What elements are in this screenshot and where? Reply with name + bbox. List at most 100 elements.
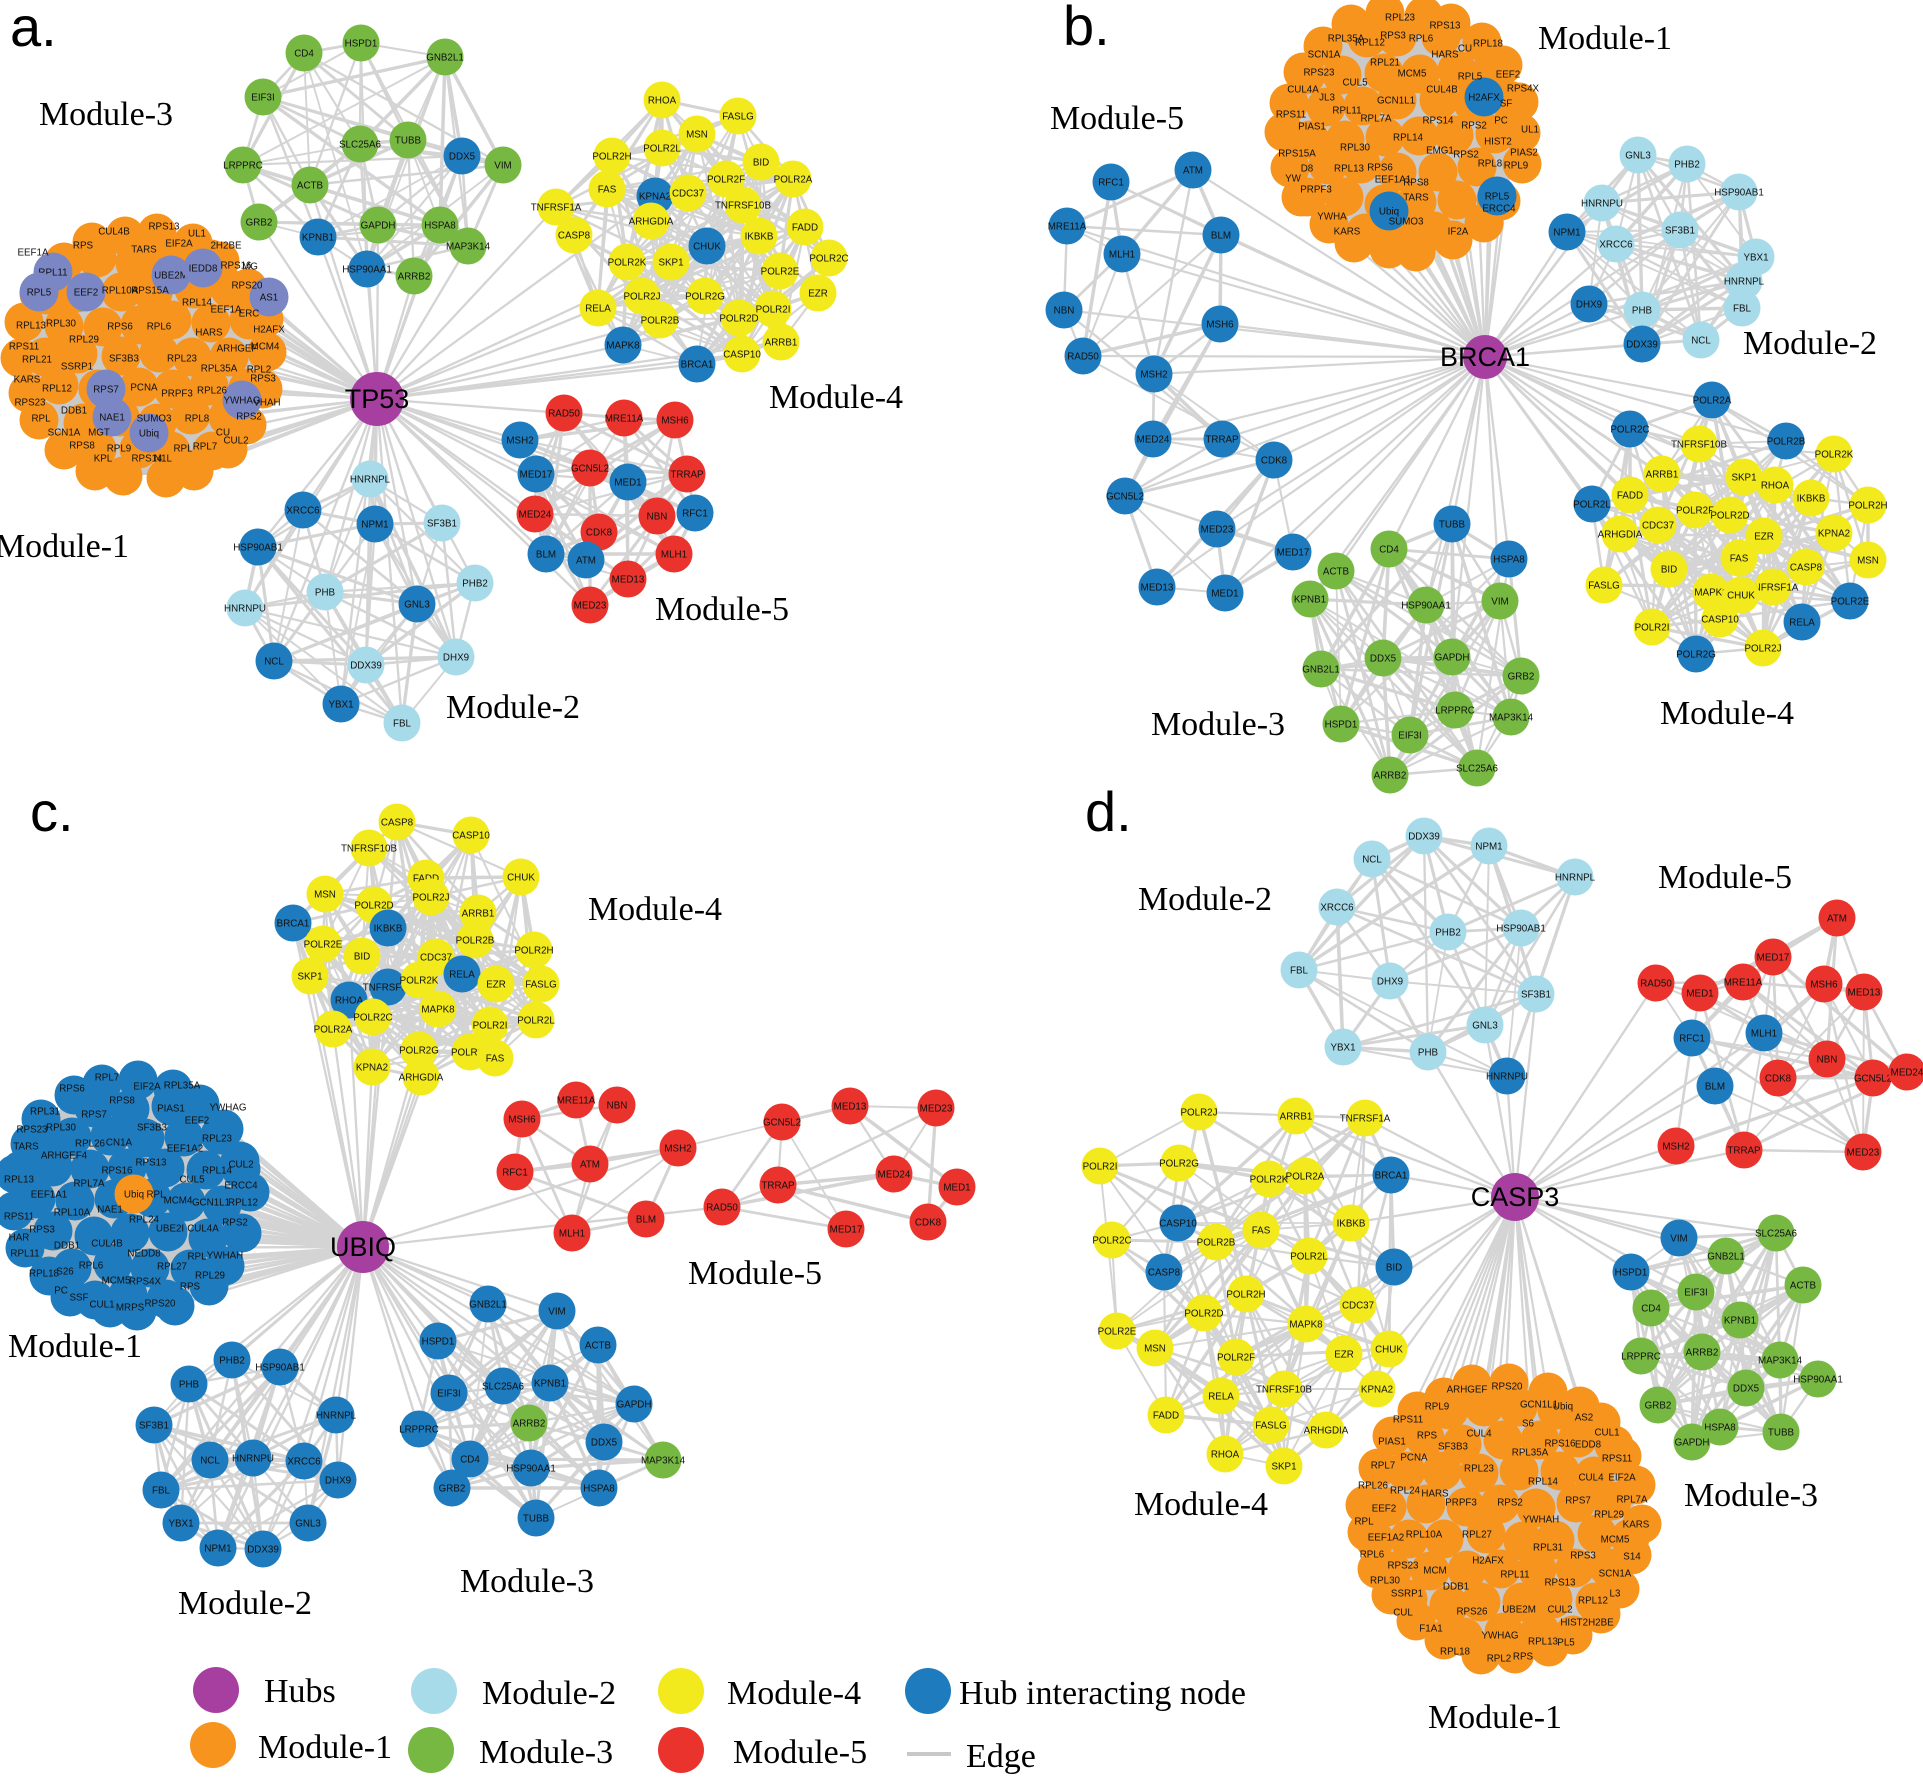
- svg-text:MED1: MED1: [1211, 589, 1238, 600]
- svg-text:RPS6: RPS6: [107, 322, 133, 333]
- svg-text:BLM: BLM: [1705, 1082, 1725, 1093]
- svg-text:GAPDH: GAPDH: [1675, 1438, 1710, 1449]
- svg-text:GNB2L1: GNB2L1: [469, 1300, 507, 1311]
- svg-text:VIM: VIM: [1670, 1234, 1687, 1245]
- svg-text:DDB1: DDB1: [61, 406, 87, 417]
- svg-text:GAPDH: GAPDH: [617, 1400, 652, 1411]
- svg-text:Module-4: Module-4: [769, 379, 903, 416]
- svg-text:POLR2F: POLR2F: [707, 175, 745, 186]
- svg-text:BID: BID: [1386, 1263, 1402, 1274]
- svg-text:RPL8: RPL8: [1478, 159, 1503, 170]
- svg-text:NBN: NBN: [1054, 306, 1075, 317]
- svg-text:CDK8: CDK8: [1261, 456, 1288, 467]
- svg-text:YWHAH: YWHAH: [207, 1251, 243, 1262]
- svg-text:RFC1: RFC1: [1679, 1034, 1705, 1045]
- svg-text:NCL: NCL: [1691, 336, 1711, 347]
- svg-text:POLR2L: POLR2L: [517, 1016, 555, 1027]
- svg-text:ARHGDIA: ARHGDIA: [1598, 530, 1643, 541]
- svg-text:RPS2: RPS2: [1461, 121, 1487, 132]
- svg-text:PC: PC: [54, 1286, 68, 1297]
- svg-text:KARS: KARS: [1623, 1520, 1650, 1531]
- svg-text:POLR2E: POLR2E: [1098, 1327, 1137, 1338]
- svg-text:RPL35A: RPL35A: [1512, 1448, 1549, 1459]
- svg-text:RPL12: RPL12: [228, 1198, 258, 1209]
- svg-text:SSRP1: SSRP1: [1391, 1589, 1423, 1600]
- svg-text:ACTB: ACTB: [1790, 1281, 1817, 1292]
- svg-text:POLR2K: POLR2K: [1815, 450, 1854, 461]
- svg-text:DDX39: DDX39: [247, 1545, 279, 1556]
- svg-text:RFC1: RFC1: [502, 1168, 528, 1179]
- svg-text:RPS2: RPS2: [222, 1218, 248, 1229]
- svg-text:EEF2: EEF2: [1496, 70, 1521, 81]
- svg-text:GCN5L2: GCN5L2: [571, 464, 609, 475]
- svg-text:PHB: PHB: [179, 1380, 200, 1391]
- svg-text:KPNB1: KPNB1: [1294, 595, 1326, 606]
- svg-text:RPS20: RPS20: [1491, 1382, 1523, 1393]
- svg-text:POLR2L: POLR2L: [1573, 500, 1611, 511]
- svg-text:TRRAP: TRRAP: [1205, 435, 1239, 446]
- svg-text:FBL: FBL: [152, 1486, 171, 1497]
- svg-text:GNL3: GNL3: [1472, 1021, 1498, 1032]
- svg-text:NBN: NBN: [647, 512, 668, 523]
- svg-text:MED24: MED24: [1137, 435, 1170, 446]
- svg-text:KPNB1: KPNB1: [1724, 1316, 1756, 1327]
- svg-text:KPNB1: KPNB1: [534, 1379, 566, 1390]
- svg-text:GNL3: GNL3: [404, 600, 430, 611]
- svg-text:NPM1: NPM1: [1553, 228, 1580, 239]
- svg-text:POLR2F: POLR2F: [1676, 506, 1714, 517]
- svg-text:IKBKB: IKBKB: [374, 924, 403, 935]
- svg-text:BID: BID: [354, 952, 370, 963]
- svg-text:Module-1: Module-1: [1538, 20, 1672, 57]
- svg-text:RHOA: RHOA: [1211, 1450, 1240, 1461]
- svg-text:IKBKB: IKBKB: [745, 232, 774, 243]
- svg-text:RFC1: RFC1: [682, 509, 708, 520]
- svg-text:S6: S6: [1522, 1419, 1535, 1430]
- svg-text:GRB2: GRB2: [1508, 672, 1535, 683]
- svg-text:CUL4: CUL4: [1466, 1429, 1492, 1440]
- svg-text:HSP90AA1: HSP90AA1: [1401, 601, 1451, 612]
- svg-text:CASP8: CASP8: [1790, 563, 1823, 574]
- svg-text:RPL35A: RPL35A: [201, 364, 238, 375]
- svg-text:Module-5: Module-5: [1658, 859, 1792, 896]
- svg-text:RPS6: RPS6: [1367, 163, 1393, 174]
- svg-text:Ubiq: Ubiq: [1553, 1402, 1573, 1413]
- svg-text:SKP1: SKP1: [1731, 473, 1756, 484]
- svg-text:CASP10: CASP10: [1701, 615, 1739, 626]
- svg-text:UBE2M: UBE2M: [1502, 1605, 1536, 1616]
- svg-text:VIM: VIM: [1491, 597, 1508, 608]
- svg-text:HSPA8: HSPA8: [424, 221, 456, 232]
- svg-text:HSPA8: HSPA8: [1493, 555, 1525, 566]
- svg-text:NAE1: NAE1: [97, 1205, 123, 1216]
- svg-text:RPL11: RPL11: [1500, 1570, 1529, 1581]
- svg-text:HNRNPL: HNRNPL: [350, 475, 391, 486]
- svg-text:DDX5: DDX5: [1733, 1384, 1760, 1395]
- svg-text:SLC25A6: SLC25A6: [1456, 764, 1498, 775]
- svg-text:POLR2H: POLR2H: [1848, 501, 1887, 512]
- svg-text:KPNA2: KPNA2: [639, 192, 671, 203]
- svg-text:RPL7: RPL7: [95, 1073, 120, 1084]
- svg-text:DDX39: DDX39: [350, 661, 382, 672]
- svg-text:CDC37: CDC37: [1342, 1301, 1374, 1312]
- svg-text:Module-2: Module-2: [1743, 325, 1877, 362]
- svg-text:GNL3: GNL3: [295, 1519, 321, 1530]
- svg-text:POLR2H: POLR2H: [514, 946, 553, 957]
- svg-text:DDX39: DDX39: [1408, 832, 1440, 843]
- svg-text:POLR2B: POLR2B: [1767, 437, 1806, 448]
- svg-text:RHOA: RHOA: [648, 96, 677, 107]
- svg-text:EIF3I: EIF3I: [1684, 1288, 1707, 1299]
- svg-text:TNFRSF10B: TNFRSF10B: [1256, 1385, 1313, 1396]
- svg-text:YBX1: YBX1: [1743, 253, 1768, 264]
- svg-text:GAPDH: GAPDH: [1435, 653, 1470, 664]
- svg-text:HNRNPU: HNRNPU: [1486, 1072, 1528, 1083]
- svg-text:MED17: MED17: [1757, 953, 1790, 964]
- svg-text:BLM: BLM: [1211, 231, 1231, 242]
- svg-text:EEF2: EEF2: [74, 288, 99, 299]
- svg-text:CN1A: CN1A: [106, 1138, 133, 1149]
- svg-text:ARRB2: ARRB2: [1686, 1348, 1719, 1359]
- svg-text:S26: S26: [56, 1267, 74, 1278]
- svg-text:EZR: EZR: [486, 980, 506, 991]
- svg-text:MED24: MED24: [519, 510, 552, 521]
- svg-text:CD4: CD4: [460, 1455, 480, 1466]
- svg-text:SF3B1: SF3B1: [427, 519, 457, 530]
- svg-text:RPL21: RPL21: [1370, 58, 1400, 69]
